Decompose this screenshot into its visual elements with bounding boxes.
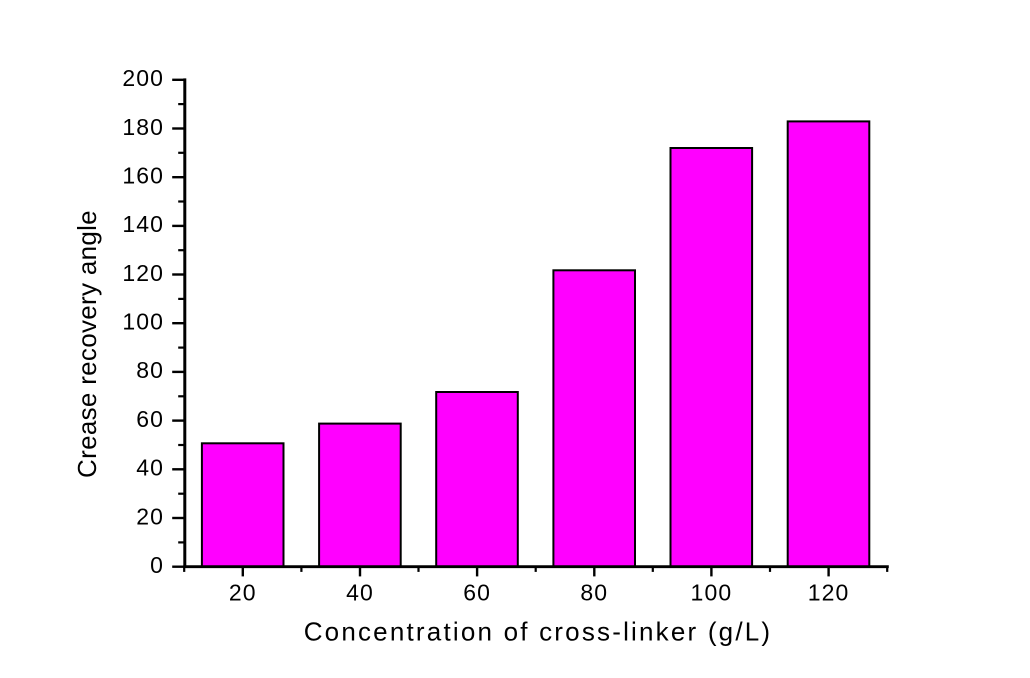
svg-text:160: 160 [122,163,164,189]
svg-text:20: 20 [229,579,257,605]
svg-text:40: 40 [346,579,374,605]
svg-text:40: 40 [136,455,164,481]
svg-text:140: 140 [122,211,164,237]
svg-text:120: 120 [122,260,164,286]
svg-text:20: 20 [136,503,164,529]
svg-text:100: 100 [122,309,164,335]
svg-text:120: 120 [808,579,850,605]
svg-text:80: 80 [580,579,608,605]
svg-text:60: 60 [136,406,164,432]
svg-text:180: 180 [122,114,164,140]
svg-text:0: 0 [150,552,164,578]
svg-text:200: 200 [122,65,164,91]
svg-text:80: 80 [136,357,164,383]
svg-text:60: 60 [463,579,491,605]
svg-text:100: 100 [691,579,733,605]
svg-text:Concentration of cross-linker: Concentration of cross-linker (g/L) [304,616,773,646]
svg-text:Crease recovery angle: Crease recovery angle [72,210,102,478]
